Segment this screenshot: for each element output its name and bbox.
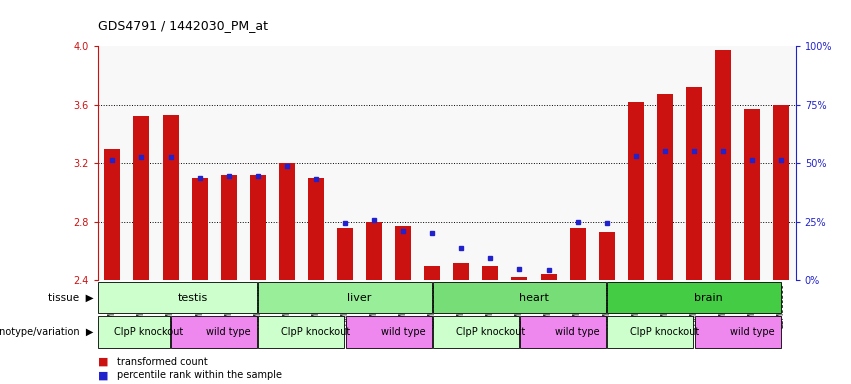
Bar bbox=[191, 178, 208, 280]
Text: wild type: wild type bbox=[556, 327, 600, 337]
Bar bbox=[134, 116, 150, 280]
Text: ClpP knockout: ClpP knockout bbox=[456, 327, 525, 337]
Text: ClpP knockout: ClpP knockout bbox=[631, 327, 700, 337]
Bar bbox=[366, 222, 382, 280]
Bar bbox=[259, 316, 345, 348]
Text: heart: heart bbox=[519, 293, 549, 303]
Bar bbox=[279, 163, 294, 280]
Bar bbox=[99, 316, 170, 348]
Bar bbox=[346, 316, 431, 348]
Bar bbox=[433, 282, 606, 313]
Bar bbox=[163, 115, 179, 280]
Bar bbox=[628, 102, 643, 280]
Bar bbox=[395, 226, 411, 280]
Bar bbox=[657, 94, 673, 280]
Bar bbox=[744, 109, 760, 280]
Text: tissue  ▶: tissue ▶ bbox=[48, 293, 94, 303]
Text: percentile rank within the sample: percentile rank within the sample bbox=[117, 370, 282, 381]
Text: liver: liver bbox=[347, 293, 372, 303]
Bar bbox=[433, 316, 519, 348]
Bar bbox=[686, 87, 702, 280]
Text: wild type: wild type bbox=[207, 327, 251, 337]
Bar bbox=[774, 104, 789, 280]
Bar bbox=[105, 149, 120, 280]
Bar bbox=[569, 228, 585, 280]
Bar bbox=[608, 316, 694, 348]
Text: wild type: wild type bbox=[730, 327, 774, 337]
Bar bbox=[259, 282, 431, 313]
Text: wild type: wild type bbox=[381, 327, 426, 337]
Text: ■: ■ bbox=[98, 370, 108, 381]
Text: ClpP knockout: ClpP knockout bbox=[282, 327, 351, 337]
Bar bbox=[520, 316, 606, 348]
Bar bbox=[337, 228, 353, 280]
Text: testis: testis bbox=[177, 293, 208, 303]
Bar bbox=[511, 277, 528, 280]
Bar bbox=[608, 282, 780, 313]
Bar bbox=[715, 50, 731, 280]
Bar bbox=[220, 175, 237, 280]
Text: transformed count: transformed count bbox=[117, 356, 208, 367]
Text: genotype/variation  ▶: genotype/variation ▶ bbox=[0, 327, 94, 337]
Bar bbox=[483, 266, 499, 280]
Bar bbox=[454, 263, 469, 280]
Text: ■: ■ bbox=[98, 356, 108, 367]
Text: brain: brain bbox=[694, 293, 722, 303]
Bar bbox=[99, 282, 257, 313]
Bar bbox=[308, 178, 324, 280]
Bar bbox=[425, 266, 440, 280]
Bar bbox=[171, 316, 257, 348]
Bar bbox=[250, 175, 266, 280]
Bar bbox=[599, 232, 614, 280]
Text: GDS4791 / 1442030_PM_at: GDS4791 / 1442030_PM_at bbox=[98, 19, 268, 32]
Bar bbox=[540, 275, 557, 280]
Text: ClpP knockout: ClpP knockout bbox=[114, 327, 183, 337]
Bar bbox=[694, 316, 780, 348]
